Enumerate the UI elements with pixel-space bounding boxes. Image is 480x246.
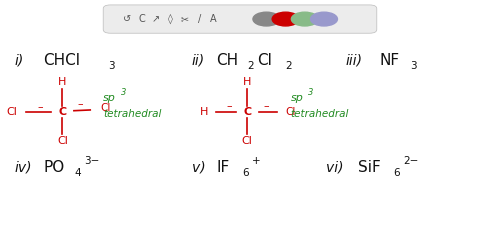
- Text: 3: 3: [121, 88, 126, 97]
- Text: H: H: [243, 77, 252, 87]
- Text: Cl: Cl: [100, 103, 111, 113]
- Text: H: H: [58, 77, 67, 87]
- Text: IF: IF: [216, 160, 229, 175]
- Circle shape: [311, 12, 337, 26]
- Text: 3: 3: [108, 62, 115, 71]
- Text: ✂: ✂: [181, 14, 189, 24]
- Text: –: –: [226, 102, 232, 111]
- Text: Cl: Cl: [57, 137, 68, 146]
- Circle shape: [291, 12, 318, 26]
- Text: C: C: [243, 107, 251, 117]
- Text: vi): vi): [326, 160, 344, 174]
- Circle shape: [272, 12, 299, 26]
- Text: 6: 6: [394, 169, 400, 178]
- Text: H: H: [200, 107, 208, 117]
- Text: ii): ii): [192, 53, 205, 67]
- Text: iv): iv): [14, 160, 32, 174]
- Text: 2−: 2−: [403, 156, 419, 166]
- Text: tetrahedral: tetrahedral: [290, 109, 349, 119]
- Text: /: /: [198, 14, 201, 24]
- Text: 2: 2: [286, 62, 292, 71]
- Text: 6: 6: [242, 169, 249, 178]
- Text: A: A: [210, 14, 217, 24]
- Text: 4: 4: [74, 169, 81, 178]
- Text: 3: 3: [308, 88, 313, 97]
- Text: –: –: [78, 100, 84, 109]
- Text: CH: CH: [216, 53, 238, 68]
- Text: 3: 3: [410, 62, 417, 71]
- Text: NF: NF: [379, 53, 399, 68]
- Text: PO: PO: [43, 160, 64, 175]
- Text: CHCl: CHCl: [43, 53, 80, 68]
- Text: SiF: SiF: [358, 160, 380, 175]
- Text: ◊: ◊: [168, 14, 173, 24]
- Text: 3−: 3−: [84, 156, 99, 166]
- Text: –: –: [264, 102, 269, 111]
- FancyBboxPatch shape: [103, 5, 377, 33]
- Text: Cl: Cl: [7, 107, 17, 117]
- Text: ↗: ↗: [152, 14, 160, 24]
- Text: tetrahedral: tetrahedral: [103, 109, 162, 119]
- Text: iii): iii): [346, 53, 362, 67]
- Text: Cl: Cl: [285, 107, 296, 117]
- Text: C: C: [138, 14, 145, 24]
- Text: Cl: Cl: [242, 137, 252, 146]
- Text: +: +: [252, 156, 261, 166]
- Text: sp: sp: [103, 93, 116, 103]
- Text: i): i): [14, 53, 24, 67]
- Text: C: C: [59, 107, 66, 117]
- Circle shape: [253, 12, 280, 26]
- Text: 2: 2: [247, 62, 254, 71]
- Text: v): v): [192, 160, 205, 174]
- Text: sp: sp: [290, 93, 303, 103]
- Text: –: –: [37, 102, 43, 112]
- Text: ↺: ↺: [123, 14, 131, 24]
- Text: Cl: Cl: [257, 53, 272, 68]
